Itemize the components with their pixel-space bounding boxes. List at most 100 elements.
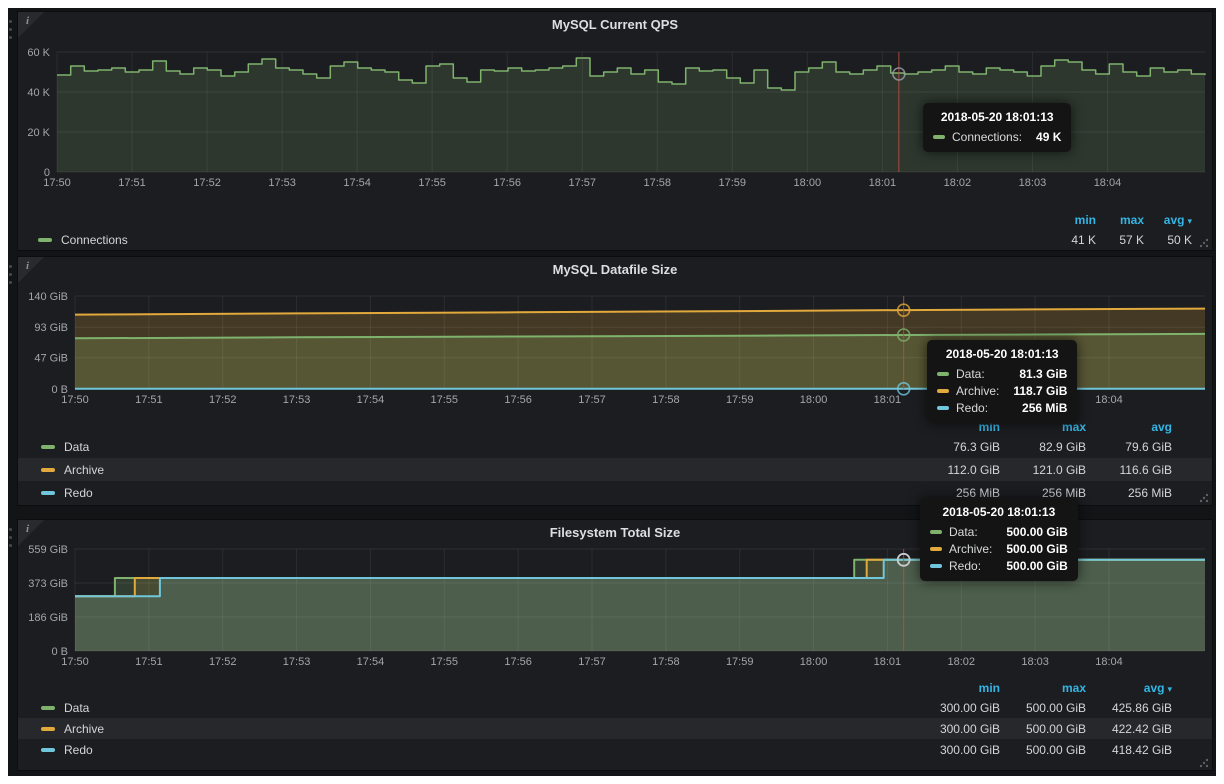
svg-text:18:03: 18:03 <box>1019 177 1047 189</box>
svg-text:18:00: 18:00 <box>794 177 822 189</box>
series-label[interactable]: Data <box>64 439 90 454</box>
svg-text:18:02: 18:02 <box>948 656 976 668</box>
stat-min: 41 K <box>1071 233 1096 247</box>
svg-text:18:01: 18:01 <box>869 177 897 189</box>
svg-text:20 K: 20 K <box>27 127 50 139</box>
row-drag-handle[interactable] <box>9 20 15 44</box>
series-label[interactable]: Archive <box>64 721 105 736</box>
stat-min: 112.0 GiB <box>947 462 1000 477</box>
stat-avg: 79.6 GiB <box>1125 439 1172 454</box>
legend-sort-max[interactable]: max <box>1061 420 1086 434</box>
legend-sort-avg[interactable]: avg <box>1151 420 1172 434</box>
svg-text:17:59: 17:59 <box>719 177 747 189</box>
series-label[interactable]: Archive <box>64 462 105 477</box>
graph-tooltip-datafile: 2018-05-20 18:01:13 Data: 81.3 GiB Archi… <box>927 340 1078 423</box>
panel-info-corner[interactable] <box>18 257 44 283</box>
svg-text:17:57: 17:57 <box>568 177 596 189</box>
panel-info-corner[interactable] <box>18 520 44 546</box>
legend-row-connections: Connections 41 K 57 K 50 K <box>18 231 1212 249</box>
svg-text:140 GiB: 140 GiB <box>28 291 68 303</box>
stat-avg: 256 MiB <box>1127 485 1172 500</box>
legend-row-archive: Archive 112.0 GiB 121.0 GiB 116.6 GiB <box>18 458 1212 481</box>
series-swatch-icon <box>937 406 949 410</box>
tooltip-series-row: Connections: 49 K <box>933 130 1061 144</box>
stat-min: 300.00 GiB <box>939 721 1000 736</box>
svg-text:17:55: 17:55 <box>418 177 446 189</box>
svg-text:17:58: 17:58 <box>652 656 680 668</box>
svg-text:18:02: 18:02 <box>944 177 972 189</box>
legend-stats-header: min max avg <box>18 420 1212 434</box>
tooltip-series-row: Data: 500.00 GiB <box>930 525 1068 539</box>
info-icon[interactable]: i <box>26 523 30 535</box>
legend-sort-avg[interactable]: avg ▾ <box>1163 213 1192 227</box>
panel-title[interactable]: MySQL Current QPS <box>551 17 679 32</box>
stat-min: 256 MiB <box>955 485 1000 500</box>
svg-text:17:52: 17:52 <box>209 394 237 406</box>
stat-max: 256 MiB <box>1041 485 1086 500</box>
svg-text:17:50: 17:50 <box>43 177 71 189</box>
info-icon[interactable]: i <box>26 15 30 27</box>
stat-max: 82.9 GiB <box>1039 439 1086 454</box>
series-swatch-icon <box>41 467 55 472</box>
svg-text:18:00: 18:00 <box>800 394 828 406</box>
info-icon[interactable]: i <box>26 260 30 272</box>
svg-text:17:53: 17:53 <box>283 394 311 406</box>
legend-sort-max[interactable]: max <box>1061 680 1086 695</box>
series-swatch-icon <box>930 530 942 534</box>
svg-text:17:59: 17:59 <box>726 656 754 668</box>
series-swatch-icon <box>933 135 945 139</box>
panel-resize-handle[interactable] <box>1199 758 1209 768</box>
panel-resize-handle[interactable] <box>1199 238 1209 248</box>
row-drag-handle[interactable] <box>9 265 15 289</box>
stat-min: 76.3 GiB <box>953 439 1000 454</box>
svg-text:17:57: 17:57 <box>578 656 606 668</box>
series-swatch-icon <box>930 564 942 568</box>
panel-title[interactable]: Filesystem Total Size <box>549 525 681 540</box>
svg-text:17:55: 17:55 <box>431 394 459 406</box>
svg-text:17:55: 17:55 <box>431 656 459 668</box>
svg-text:0: 0 <box>44 167 50 179</box>
legend-sort-avg[interactable]: avg ▾ <box>1143 680 1172 695</box>
svg-text:17:56: 17:56 <box>493 177 521 189</box>
series-label[interactable]: Data <box>64 700 90 715</box>
svg-text:17:58: 17:58 <box>652 394 680 406</box>
series-swatch-icon <box>41 747 55 752</box>
tooltip-series-row: Redo: 500.00 GiB <box>930 559 1068 573</box>
legend-row-archive: Archive 300.00 GiB 500.00 GiB 422.42 GiB <box>18 718 1212 739</box>
svg-text:17:51: 17:51 <box>118 177 146 189</box>
tooltip-series-row: Data: 81.3 GiB <box>937 367 1067 381</box>
panel-resize-handle[interactable] <box>1199 493 1209 503</box>
series-label[interactable]: Connections <box>61 233 128 247</box>
stat-min: 300.00 GiB <box>939 742 1000 757</box>
legend-sort-max[interactable]: max <box>1119 213 1144 227</box>
graph-tooltip-filesystem: 2018-05-20 18:01:13 Data: 500.00 GiB Arc… <box>920 498 1078 581</box>
svg-text:17:56: 17:56 <box>504 394 532 406</box>
svg-text:17:52: 17:52 <box>193 177 221 189</box>
series-swatch-icon <box>937 389 949 393</box>
svg-text:17:54: 17:54 <box>357 394 385 406</box>
sort-caret-icon: ▾ <box>1187 216 1192 226</box>
legend-sort-min[interactable]: min <box>1074 213 1096 227</box>
svg-text:373 GiB: 373 GiB <box>28 578 68 590</box>
legend-sort-min[interactable]: min <box>978 420 1000 434</box>
svg-text:93 GiB: 93 GiB <box>34 322 68 334</box>
stat-max: 500.00 GiB <box>1025 721 1086 736</box>
row-drag-handle[interactable] <box>9 528 15 552</box>
legend-sort-min[interactable]: min <box>978 680 1000 695</box>
graph-tooltip-qps: 2018-05-20 18:01:13 Connections: 49 K <box>923 103 1072 152</box>
sort-caret-icon: ▾ <box>1167 683 1172 694</box>
panel-title[interactable]: MySQL Datafile Size <box>552 262 678 277</box>
stat-avg: 50 K <box>1167 233 1192 247</box>
stat-avg: 425.86 GiB <box>1111 700 1172 715</box>
svg-text:17:54: 17:54 <box>343 177 371 189</box>
tooltip-timestamp: 2018-05-20 18:01:13 <box>945 347 1059 361</box>
svg-text:17:50: 17:50 <box>61 656 89 668</box>
svg-text:0 B: 0 B <box>51 384 68 396</box>
legend-stats-header: min max avg ▾ <box>18 680 1212 695</box>
svg-text:17:51: 17:51 <box>135 394 163 406</box>
svg-text:17:53: 17:53 <box>283 656 311 668</box>
panel-info-corner[interactable] <box>18 12 44 38</box>
svg-text:17:53: 17:53 <box>268 177 296 189</box>
series-label[interactable]: Redo <box>64 485 93 500</box>
series-label[interactable]: Redo <box>64 742 93 757</box>
